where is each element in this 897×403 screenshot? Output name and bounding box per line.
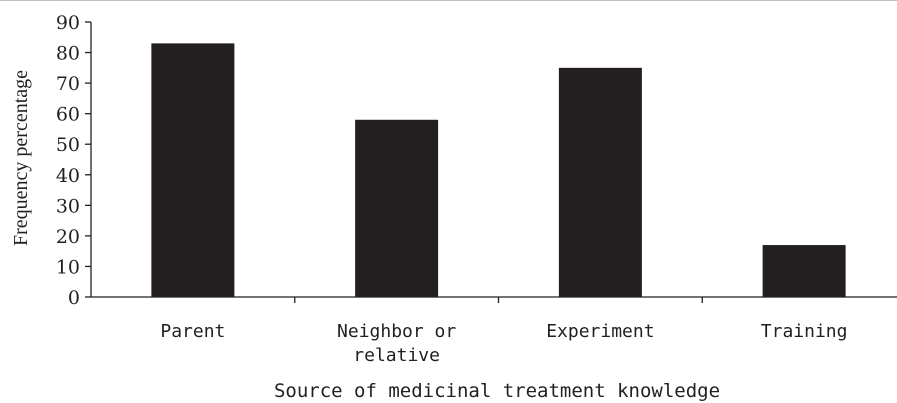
bar-experiment [558, 67, 642, 297]
y-axis: 0 10 20 30 40 50 60 70 80 90 [56, 12, 92, 309]
y-tick-label: 0 [68, 287, 80, 309]
y-tick-label: 60 [56, 104, 80, 126]
y-axis-title: Frequency percentage [10, 70, 32, 246]
y-tick-label: 50 [56, 134, 80, 156]
x-category-label: Experiment [546, 321, 654, 342]
x-category-label: Training [761, 321, 848, 342]
x-category-label: relative [353, 345, 440, 366]
y-tick-label: 80 [56, 43, 80, 65]
x-category-label: Neighbor or [337, 321, 456, 342]
y-tick-label: 30 [56, 195, 80, 217]
bar-training [762, 245, 846, 297]
category-labels: Parent Neighbor or relative Experiment Train… [160, 321, 847, 366]
y-tick-label: 90 [56, 12, 80, 34]
y-tick-label: 40 [56, 165, 80, 187]
bar-neighbor-or-relative [355, 119, 439, 298]
bar-parent [151, 43, 235, 298]
x-category-label: Parent [160, 321, 225, 342]
y-tick-label: 70 [56, 73, 80, 95]
y-tick-label: 10 [56, 256, 80, 278]
y-tick-label: 20 [56, 226, 80, 248]
x-axis [91, 296, 897, 303]
x-axis-title: Source of medicinal treatment knowledge [274, 380, 720, 402]
bars [151, 43, 846, 298]
